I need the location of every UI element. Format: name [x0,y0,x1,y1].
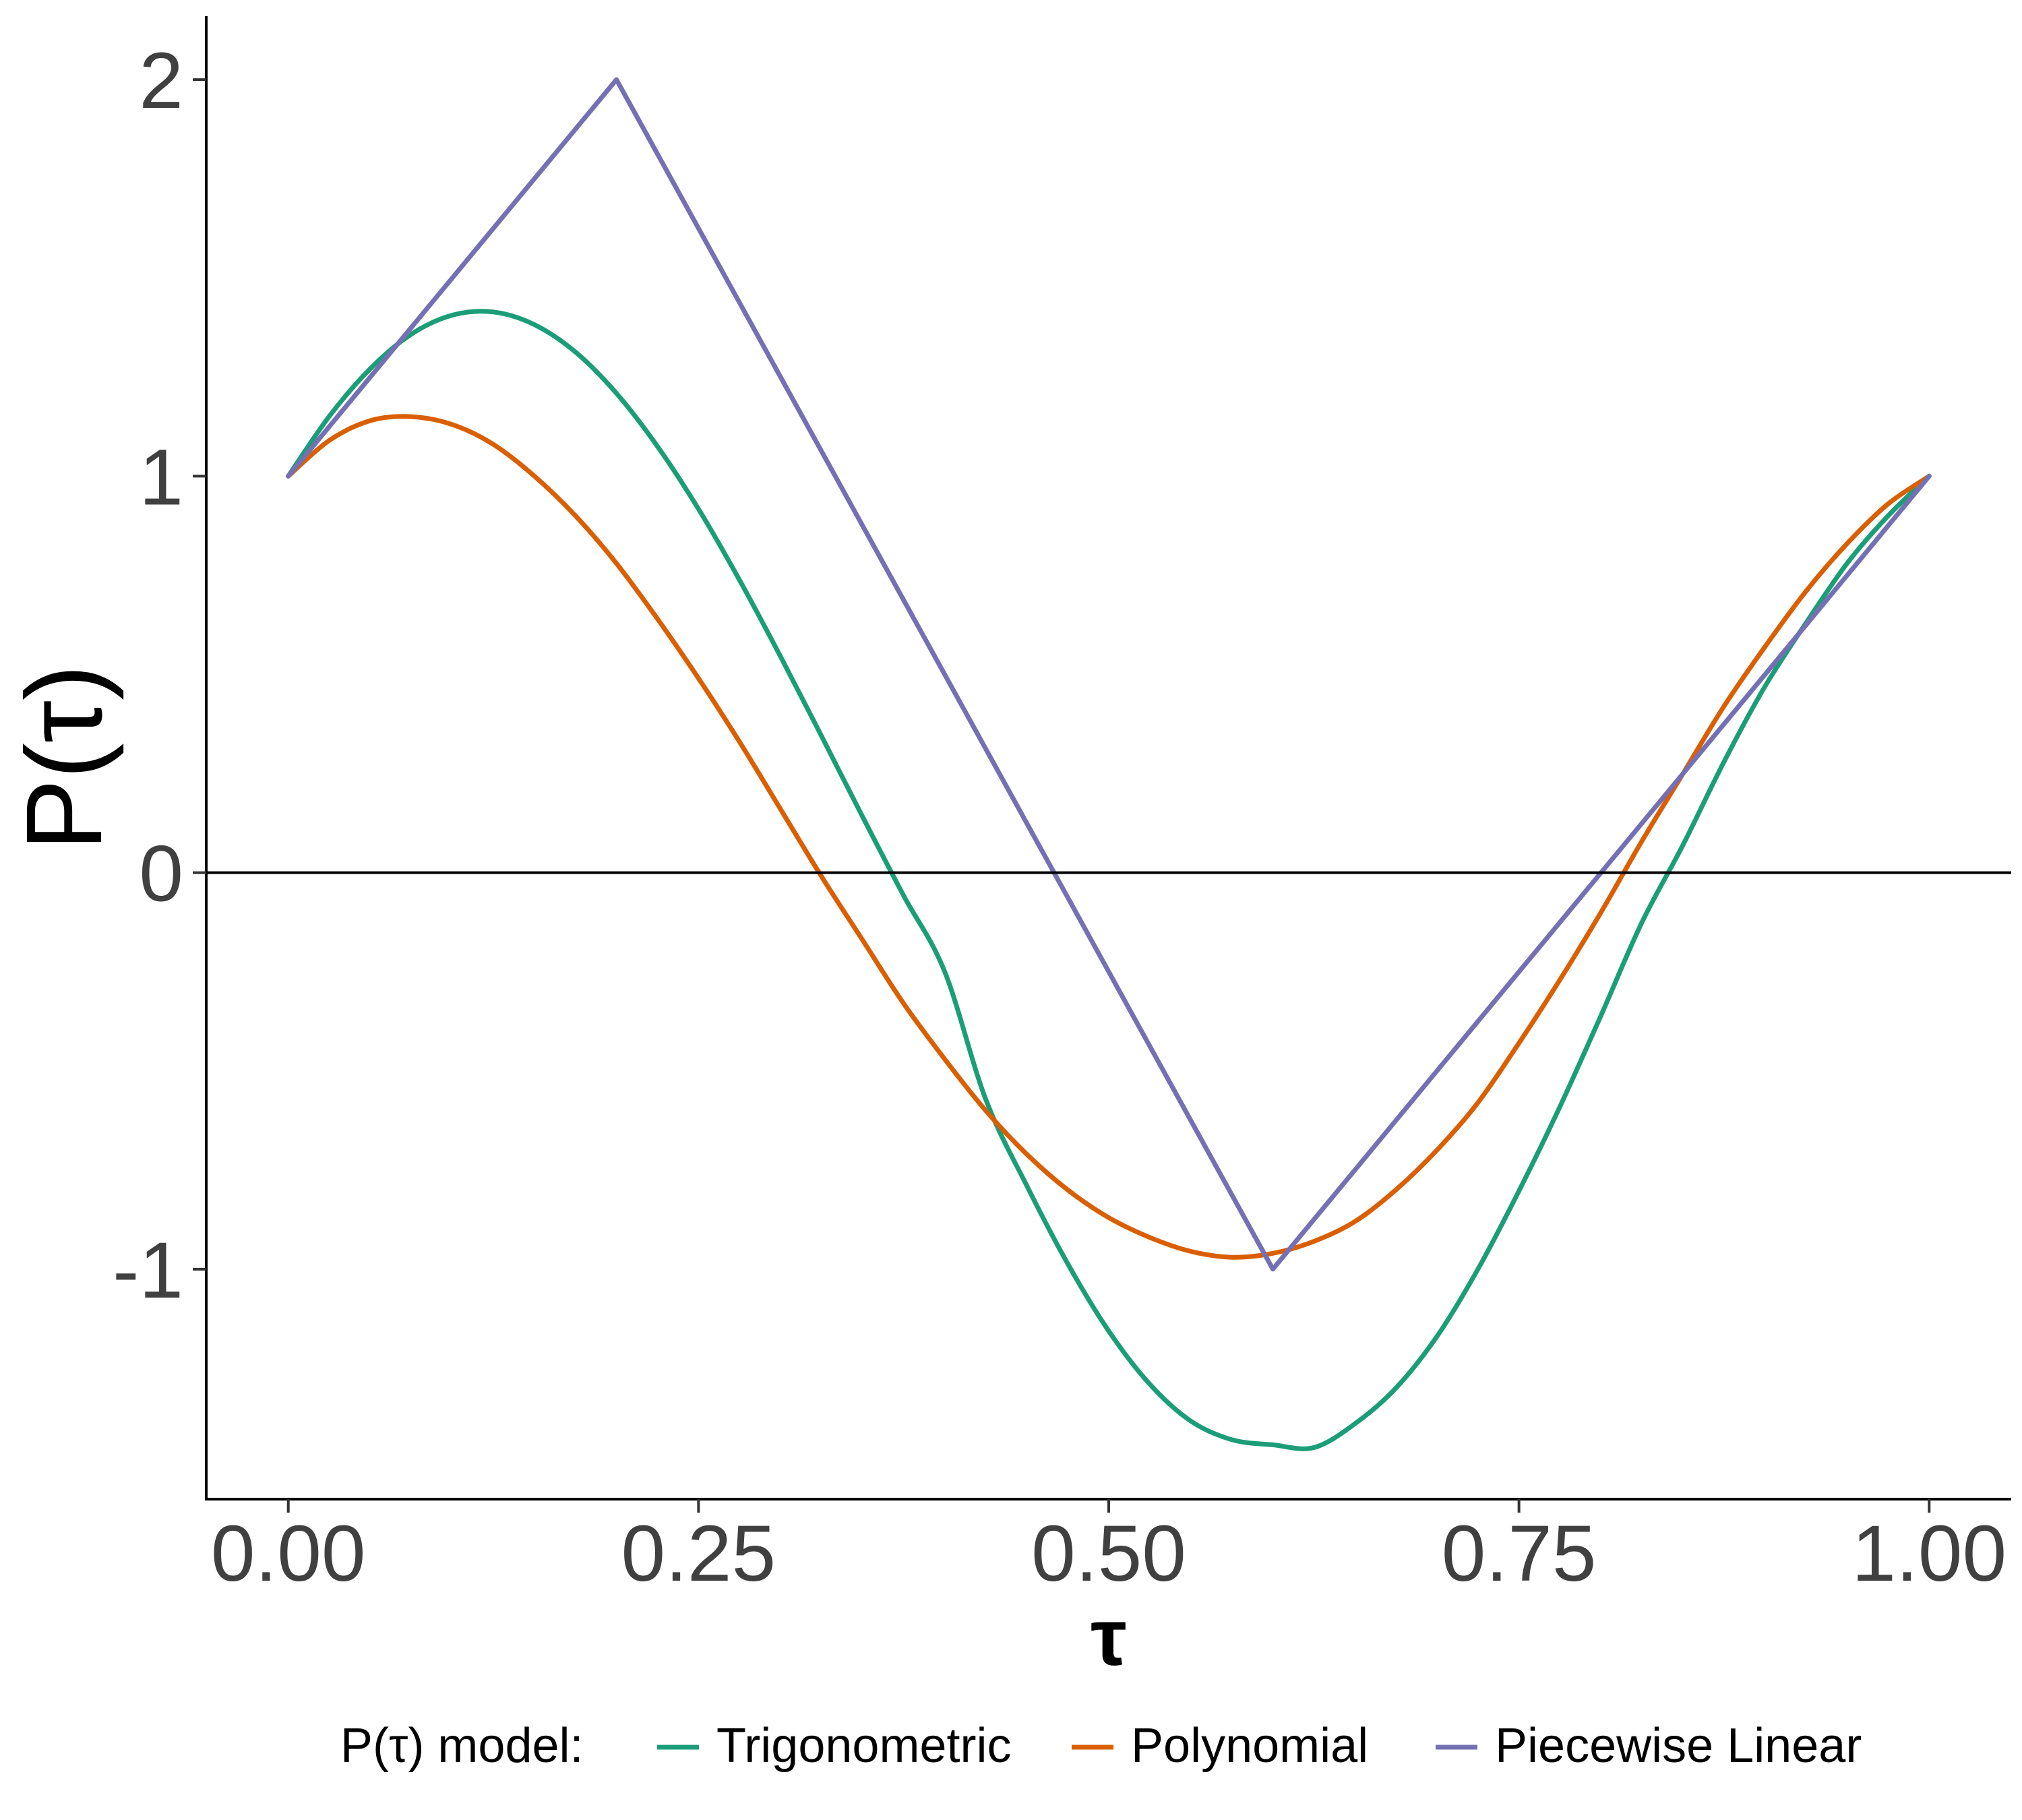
legend: P(τ) model: Trigonometric Polynomial Piece… [340,1719,1862,1773]
x-axis-ticks: 0.00 0.25 0.50 0.75 1.00 [211,1499,2006,1598]
x-tick-label: 1.00 [1851,1509,2006,1598]
series-line-trigonometric [286,309,1932,1451]
x-tick-label: 0.50 [1031,1509,1186,1598]
y-axis-title: P(τ) [3,665,124,851]
legend-label-polynomial: Polynomial [1131,1719,1368,1773]
legend-label-piecewise-linear: Piecewise Linear [1495,1719,1862,1773]
y-tick-label: 1 [139,433,183,522]
y-tick-label: 2 [139,36,183,125]
y-tick-label: 0 [139,830,183,919]
plot-panel [206,16,2011,1499]
x-axis-title: τ [1091,1592,1127,1682]
legend-label-trigonometric: Trigonometric [716,1719,1011,1773]
x-tick-label: 0.00 [211,1509,366,1598]
y-tick-label: -1 [113,1226,183,1315]
x-tick-label: 0.25 [621,1509,776,1598]
x-tick-label: 0.75 [1442,1509,1597,1598]
legend-title: P(τ) model: [340,1719,584,1773]
y-axis-ticks: -1 0 1 2 [113,36,206,1315]
series-line-polynomial [286,414,1932,1260]
